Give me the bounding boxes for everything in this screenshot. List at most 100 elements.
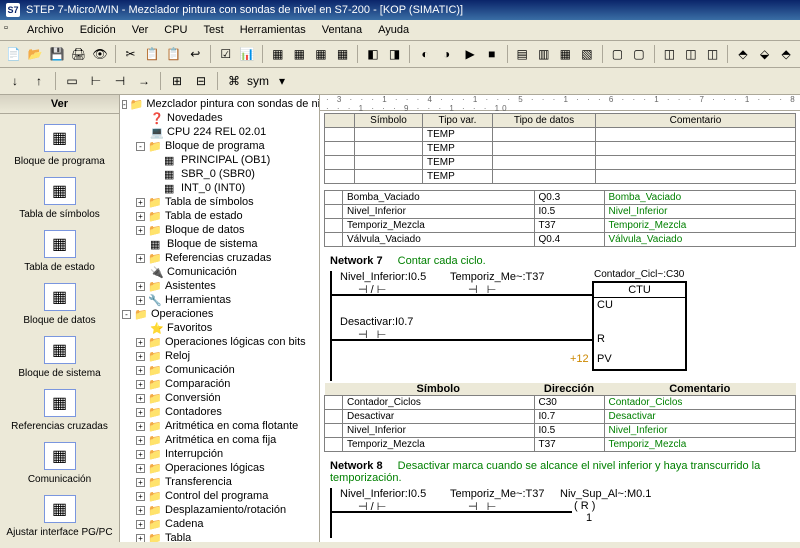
- tree-node[interactable]: +📁Cadena: [136, 517, 317, 531]
- toolbar-button[interactable]: ⬙: [755, 43, 775, 65]
- toolbar-button[interactable]: ✂: [121, 43, 141, 65]
- toolbar-button[interactable]: ↩: [186, 43, 206, 65]
- tree-node[interactable]: ▦Bloque de sistema: [136, 237, 317, 251]
- menu-cpu[interactable]: CPU: [157, 22, 194, 38]
- toolbar-button[interactable]: 📄: [4, 43, 24, 65]
- var-decl-table[interactable]: Símbolo Tipo var. Tipo de datos Comentar…: [324, 113, 796, 184]
- contact-temporiz[interactable]: Temporiz_Me~:T37 ⊣ ⊢: [450, 271, 544, 296]
- toolbar-button[interactable]: ▭: [61, 70, 83, 92]
- toolbar-button[interactable]: ▧: [577, 43, 597, 65]
- toolbar-button[interactable]: ▢: [608, 43, 628, 65]
- toolbar-button[interactable]: →: [133, 70, 155, 92]
- toolbar-button[interactable]: ▢: [629, 43, 649, 65]
- toolbar-button[interactable]: ◐: [415, 43, 435, 65]
- tree-node[interactable]: +📁Comparación: [136, 377, 317, 391]
- toolbar-button[interactable]: ■: [482, 43, 502, 65]
- menu-test[interactable]: Test: [197, 22, 231, 38]
- n8-contact1[interactable]: Nivel_Inferior:I0.5⊣ / ⊢: [340, 488, 426, 513]
- toolbar-button[interactable]: ▤: [512, 43, 532, 65]
- tree-node[interactable]: +📁Aritmética en coma flotante: [136, 419, 317, 433]
- toolbar-button[interactable]: ↓: [4, 70, 26, 92]
- tree-node[interactable]: +📁Referencias cruzadas: [136, 251, 317, 265]
- tree-node[interactable]: +📁Aritmética en coma fija: [136, 433, 317, 447]
- contact-nivel-inferior[interactable]: Nivel_Inferior:I0.5 ⊣ / ⊢: [340, 271, 426, 296]
- temp-cell[interactable]: TEMP: [423, 156, 493, 170]
- tree-panel[interactable]: -📁Mezclador pintura con sondas de nivel …: [120, 95, 320, 542]
- tree-node[interactable]: ▦PRINCIPAL (OB1): [150, 153, 317, 167]
- menu-ventana[interactable]: Ventana: [315, 22, 369, 38]
- tree-node[interactable]: -📁Bloque de programa: [136, 139, 317, 153]
- nav-item[interactable]: ▦Tabla de símbolos: [4, 177, 115, 220]
- tree-node[interactable]: +📁Interrupción: [136, 447, 317, 461]
- tree-node[interactable]: ▦SBR_0 (SBR0): [150, 167, 317, 181]
- tree-node[interactable]: +📁Conversión: [136, 391, 317, 405]
- toolbar-button[interactable]: ⬘: [776, 43, 796, 65]
- tree-node[interactable]: +📁Transferencia: [136, 475, 317, 489]
- toolbar-button[interactable]: 📋: [164, 43, 184, 65]
- menu-ayuda[interactable]: Ayuda: [371, 22, 416, 38]
- menu-ver[interactable]: Ver: [125, 22, 156, 38]
- toolbar-button[interactable]: ◫: [681, 43, 701, 65]
- tree-node[interactable]: +📁Operaciones lógicas con bits: [136, 335, 317, 349]
- contact-desactivar[interactable]: Desactivar:I0.7 ⊣ ⊢: [340, 316, 413, 341]
- toolbar-button[interactable]: sym: [247, 70, 269, 92]
- tree-node[interactable]: +📁Comunicación: [136, 363, 317, 377]
- toolbar-button[interactable]: ▦: [333, 43, 353, 65]
- toolbar-button[interactable]: ▶: [460, 43, 480, 65]
- tree-node[interactable]: +📁Asistentes: [136, 279, 317, 293]
- n8-coil[interactable]: Niv_Sup_Al~:M0.1 ( R ) 1: [560, 488, 651, 524]
- tree-node[interactable]: ⭐Favoritos: [136, 321, 317, 335]
- n8-contact2[interactable]: Temporiz_Me~:T37⊣ ⊢: [450, 488, 544, 513]
- nav-item[interactable]: ▦Comunicación: [4, 442, 115, 485]
- toolbar-button[interactable]: ⬘: [733, 43, 753, 65]
- toolbar-button[interactable]: ⌘: [223, 70, 245, 92]
- toolbar-button[interactable]: ◑: [437, 43, 457, 65]
- network-7-ladder[interactable]: Nivel_Inferior:I0.5 ⊣ / ⊢ Temporiz_Me~:T…: [320, 271, 800, 381]
- toolbar-button[interactable]: 👁: [90, 43, 110, 65]
- io-table-2[interactable]: SímboloDirecciónComentarioContador_Ciclo…: [324, 383, 796, 452]
- menu-edicion[interactable]: Edición: [73, 22, 123, 38]
- tree-node[interactable]: -📁Mezclador pintura con sondas de nivel …: [122, 97, 317, 111]
- tree-node[interactable]: +📁Operaciones lógicas: [136, 461, 317, 475]
- temp-cell[interactable]: TEMP: [423, 170, 493, 184]
- toolbar-button[interactable]: ▦: [268, 43, 288, 65]
- nav-item[interactable]: ▦Bloque de datos: [4, 283, 115, 326]
- temp-cell[interactable]: TEMP: [423, 128, 493, 142]
- toolbar-button[interactable]: ⊣: [109, 70, 131, 92]
- toolbar-button[interactable]: ⊢: [85, 70, 107, 92]
- toolbar-button[interactable]: ▥: [534, 43, 554, 65]
- network-8-ladder[interactable]: Nivel_Inferior:I0.5⊣ / ⊢ Temporiz_Me~:T3…: [320, 488, 800, 538]
- tree-node[interactable]: +📁Bloque de datos: [136, 223, 317, 237]
- toolbar-button[interactable]: 💾: [47, 43, 67, 65]
- temp-cell[interactable]: TEMP: [423, 142, 493, 156]
- toolbar-button[interactable]: ▦: [311, 43, 331, 65]
- tree-node[interactable]: ❓Novedades: [136, 111, 317, 125]
- nav-item[interactable]: ▦Bloque de sistema: [4, 336, 115, 379]
- toolbar-button[interactable]: ⊟: [190, 70, 212, 92]
- nav-item[interactable]: ▦Ajustar interface PG/PC: [4, 495, 115, 538]
- toolbar-button[interactable]: ◫: [660, 43, 680, 65]
- tree-node[interactable]: ▦INT_0 (INT0): [150, 181, 317, 195]
- counter-box[interactable]: Contador_Cicl~:C30 CTU CU R +12PV: [592, 281, 687, 371]
- toolbar-button[interactable]: ▦: [290, 43, 310, 65]
- toolbar-button[interactable]: 📂: [26, 43, 46, 65]
- tree-node[interactable]: +📁Contadores: [136, 405, 317, 419]
- nav-item[interactable]: ▦Tabla de estado: [4, 230, 115, 273]
- toolbar-button[interactable]: 🖨: [69, 43, 89, 65]
- tree-node[interactable]: +📁Control del programa: [136, 489, 317, 503]
- toolbar-button[interactable]: ▾: [271, 70, 293, 92]
- toolbar-button[interactable]: ☑: [216, 43, 236, 65]
- tree-node[interactable]: 💻CPU 224 REL 02.01: [136, 125, 317, 139]
- toolbar-button[interactable]: 📋: [142, 43, 162, 65]
- toolbar-button[interactable]: ↑: [28, 70, 50, 92]
- toolbar-button[interactable]: 📊: [238, 43, 258, 65]
- toolbar-button[interactable]: ▦: [556, 43, 576, 65]
- io-table-1[interactable]: Bomba_VaciadoQ0.3Bomba_VaciadoNivel_Infe…: [324, 190, 796, 247]
- tree-node[interactable]: +📁Tabla: [136, 531, 317, 542]
- tree-node[interactable]: +📁Reloj: [136, 349, 317, 363]
- tree-node[interactable]: +🔧Herramientas: [136, 293, 317, 307]
- menu-herramientas[interactable]: Herramientas: [233, 22, 313, 38]
- tree-node[interactable]: -📁Operaciones: [122, 307, 317, 321]
- tree-node[interactable]: 🔌Comunicación: [136, 265, 317, 279]
- toolbar-button[interactable]: ◨: [385, 43, 405, 65]
